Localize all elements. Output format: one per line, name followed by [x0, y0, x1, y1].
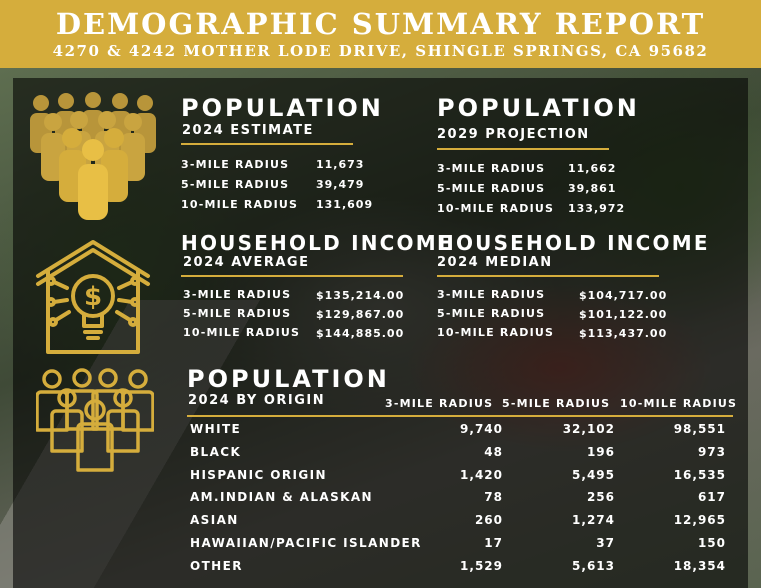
income-median-title: HOUSEHOLD INCOME: [437, 231, 710, 255]
pop2029-title: POPULATION: [437, 94, 640, 122]
origin-row-value: 5,495: [572, 468, 615, 482]
income-median-label: 5-MILE RADIUS: [437, 307, 546, 320]
origin-row-value: 5,613: [572, 559, 615, 573]
origin-row-value: 48: [484, 445, 503, 459]
income-median-label: 3-MILE RADIUS: [437, 288, 546, 301]
origin-row-label: HISPANIC ORIGIN: [190, 468, 327, 482]
origin-row-label: ASIAN: [190, 513, 239, 527]
income-median-value: $113,437.00: [579, 327, 668, 340]
pop2029-label: 5-MILE RADIUS: [437, 182, 546, 195]
origin-title: POPULATION: [187, 365, 390, 393]
origin-row-label: WHITE: [190, 422, 242, 436]
pop2029-subtitle: 2029 PROJECTION: [437, 127, 590, 142]
report-header: DEMOGRAPHIC SUMMARY REPORT 4270 & 4242 M…: [0, 0, 761, 68]
origin-row-value: 1,274: [572, 513, 615, 527]
origin-row-value: 256: [586, 490, 615, 504]
pop2029-value: 133,972: [568, 202, 626, 215]
house-lightbulb-dollar-icon: $: [36, 240, 150, 354]
origin-subtitle: 2024 BY ORIGIN: [188, 393, 326, 408]
pop2029-label: 10-MILE RADIUS: [437, 202, 555, 215]
origin-row-value: 617: [697, 490, 726, 504]
pop2024-value: 39,479: [316, 178, 365, 191]
people-outline-icon: [36, 368, 154, 472]
svg-text:$: $: [84, 282, 102, 312]
origin-row-value: 17: [484, 536, 503, 550]
pop2024-divider: [181, 143, 353, 145]
income-median-label: 10-MILE RADIUS: [437, 326, 555, 339]
income-avg-label: 3-MILE RADIUS: [183, 288, 292, 301]
origin-row-value: 260: [474, 513, 503, 527]
origin-row-value: 973: [697, 445, 726, 459]
pop2029-value: 11,662: [568, 162, 617, 175]
origin-row-label: OTHER: [190, 559, 243, 573]
origin-column-header: 10-MILE RADIUS: [620, 397, 738, 410]
origin-row-value: 16,535: [673, 468, 726, 482]
pop2029-label: 3-MILE RADIUS: [437, 162, 546, 175]
origin-row-value: 12,965: [673, 513, 726, 527]
income-avg-value: $144,885.00: [316, 327, 405, 340]
origin-row-value: 78: [484, 490, 503, 504]
origin-row-value: 196: [586, 445, 615, 459]
origin-row-value: 98,551: [673, 422, 726, 436]
origin-row-value: 1,420: [460, 468, 503, 482]
origin-row-label: AM.INDIAN & ALASKAN: [190, 490, 373, 504]
pop2029-divider: [437, 148, 609, 150]
pop2024-label: 10-MILE RADIUS: [181, 198, 299, 211]
pop2029-value: 39,861: [568, 182, 617, 195]
income-avg-subtitle: 2024 AVERAGE: [183, 255, 310, 270]
origin-row-value: 1,529: [460, 559, 503, 573]
origin-row-value: 37: [596, 536, 615, 550]
origin-column-header: 5-MILE RADIUS: [502, 397, 611, 410]
origin-row-value: 18,354: [673, 559, 726, 573]
income-median-divider: [437, 275, 659, 277]
income-median-value: $101,122.00: [579, 308, 668, 321]
report-address: 4270 & 4242 MOTHER LODE DRIVE, SHINGLE S…: [52, 42, 709, 60]
income-median-subtitle: 2024 MEDIAN: [437, 255, 553, 270]
income-avg-value: $129,867.00: [316, 308, 405, 321]
origin-row-label: HAWAIIAN/PACIFIC ISLANDER: [190, 536, 422, 550]
pop2024-label: 3-MILE RADIUS: [181, 158, 290, 171]
income-avg-divider: [181, 275, 403, 277]
income-median-value: $104,717.00: [579, 289, 668, 302]
origin-row-value: 32,102: [562, 422, 615, 436]
origin-column-header: 3-MILE RADIUS: [385, 397, 494, 410]
people-group-icon: [30, 92, 156, 220]
report-title: DEMOGRAPHIC SUMMARY REPORT: [55, 7, 706, 41]
income-avg-value: $135,214.00: [316, 289, 405, 302]
pop2024-title: POPULATION: [181, 94, 384, 122]
pop2024-label: 5-MILE RADIUS: [181, 178, 290, 191]
origin-divider: [187, 415, 733, 417]
origin-row-value: 150: [697, 536, 726, 550]
origin-row-label: BLACK: [190, 445, 242, 459]
income-avg-label: 10-MILE RADIUS: [183, 326, 301, 339]
origin-row-value: 9,740: [460, 422, 503, 436]
income-avg-title: HOUSEHOLD INCOME: [181, 231, 454, 255]
income-avg-label: 5-MILE RADIUS: [183, 307, 292, 320]
pop2024-value: 131,609: [316, 198, 374, 211]
pop2024-subtitle: 2024 ESTIMATE: [182, 123, 314, 138]
pop2024-value: 11,673: [316, 158, 365, 171]
